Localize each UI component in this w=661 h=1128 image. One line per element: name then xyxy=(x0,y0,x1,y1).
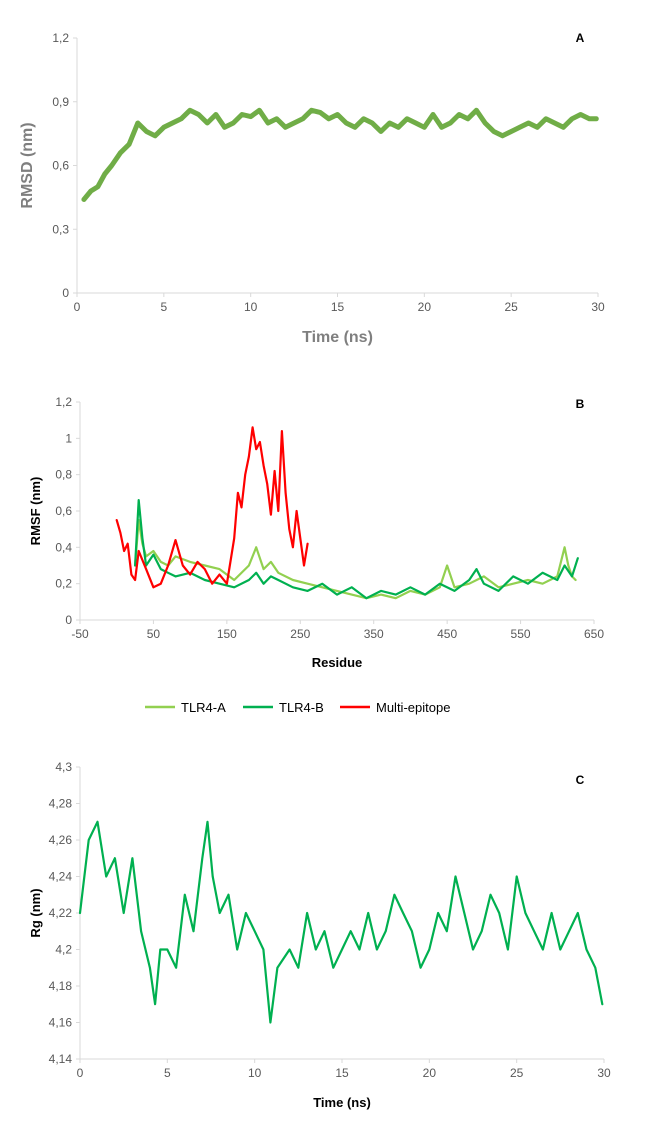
x-axis-title: Time (ns) xyxy=(313,1095,371,1110)
panel-label: C xyxy=(576,773,585,787)
chart-panel-c: 4,14 4,16 4,18 4,2 4,22 4,24 4,26 4,28 4,3 0 5 10 15… xyxy=(28,760,611,1110)
y-tick-label: 0,9 xyxy=(52,95,69,109)
y-tick-label: 4,26 xyxy=(49,833,73,847)
series-line-tlr4-b xyxy=(134,499,579,600)
x-tick-label: 15 xyxy=(331,300,345,314)
y-tick-label: 4,14 xyxy=(49,1052,73,1066)
x-tick-label: 250 xyxy=(290,627,310,641)
y-tick-label: 4,2 xyxy=(55,943,72,957)
y-axis-title: RMSF (nm) xyxy=(28,477,43,546)
legend: TLR4-A TLR4-B Multi-epitope xyxy=(145,700,450,715)
x-tick-label: 15 xyxy=(335,1066,349,1080)
x-tick-label: 550 xyxy=(511,627,531,641)
series-line-multi-epitope xyxy=(115,426,309,589)
x-tick-label: 25 xyxy=(504,300,518,314)
x-tick-label: 25 xyxy=(510,1066,524,1080)
y-tick-label: 4,24 xyxy=(49,870,73,884)
x-axis-title: Residue xyxy=(312,655,363,670)
x-tick-label: 20 xyxy=(423,1066,437,1080)
x-tick-label: 5 xyxy=(164,1066,171,1080)
legend-label: TLR4-A xyxy=(181,700,226,715)
y-tick-label: 4,22 xyxy=(49,906,73,920)
x-tick-label: 0 xyxy=(74,300,81,314)
y-axis-title: Rg (nm) xyxy=(28,888,43,937)
x-tick-label: 5 xyxy=(160,300,167,314)
legend-label: TLR4-B xyxy=(279,700,324,715)
x-tick-label: -50 xyxy=(71,627,89,641)
x-tick-label: 0 xyxy=(77,1066,84,1080)
x-tick-label: 10 xyxy=(244,300,258,314)
y-tick-label: 0,8 xyxy=(55,468,72,482)
y-tick-label: 0,6 xyxy=(55,504,72,518)
x-tick-label: 30 xyxy=(597,1066,611,1080)
y-tick-label: 1,2 xyxy=(52,31,69,45)
panel-label: B xyxy=(576,397,585,411)
y-tick-label: 4,3 xyxy=(55,760,72,774)
x-tick-label: 30 xyxy=(591,300,605,314)
y-tick-label: 1 xyxy=(65,431,72,445)
legend-label: Multi-epitope xyxy=(376,700,450,715)
y-tick-label: 0,3 xyxy=(52,222,69,236)
x-tick-label: 650 xyxy=(584,627,604,641)
x-tick-label: 350 xyxy=(364,627,384,641)
y-tick-label: 1,2 xyxy=(55,395,72,409)
x-tick-label: 150 xyxy=(217,627,237,641)
series-line-series-0 xyxy=(81,107,599,202)
x-tick-label: 20 xyxy=(418,300,432,314)
y-tick-label: 4,16 xyxy=(49,1016,73,1030)
series-line-series-0 xyxy=(78,820,604,1024)
chart-panel-b: 0 0,2 0,4 0,6 0,8 1 1,2 -50 50 150 250 350 450 550 650… xyxy=(28,395,604,715)
y-tick-label: 4,28 xyxy=(49,797,73,811)
panel-label: A xyxy=(576,31,585,45)
y-tick-label: 4,18 xyxy=(49,979,73,993)
y-tick-label: 0,4 xyxy=(55,540,72,554)
y-axis-title: RMSD (nm) xyxy=(19,122,36,208)
chart-panel-a: 0 0,3 0,6 0,9 1,2 0 5 10 15 20 25 30 Time (ns) RMSD (… xyxy=(19,31,605,346)
x-tick-label: 450 xyxy=(437,627,457,641)
series-line-tlr4-a xyxy=(134,519,577,600)
x-tick-label: 10 xyxy=(248,1066,262,1080)
x-tick-label: 50 xyxy=(147,627,161,641)
y-tick-label: 0 xyxy=(62,286,69,300)
x-axis-title: Time (ns) xyxy=(302,329,373,346)
y-tick-label: 0 xyxy=(65,613,72,627)
y-tick-label: 0,6 xyxy=(52,159,69,173)
y-tick-label: 0,2 xyxy=(55,577,72,591)
